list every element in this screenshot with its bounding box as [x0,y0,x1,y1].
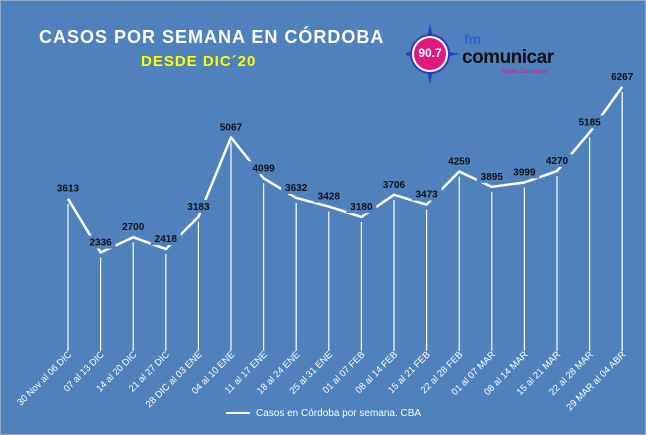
data-label: 4270 [542,154,572,168]
x-tick-label: 30 Nov al 06 DIC [15,349,74,408]
svg-text:3895: 3895 [481,172,504,183]
svg-text:4099: 4099 [252,163,275,174]
data-label: 3706 [379,177,409,191]
logo-name-text: comunicar [462,47,554,68]
svg-text:5185: 5185 [578,117,601,128]
legend-label: Casos en Córdoba por semana. CBA [256,407,422,419]
data-label: 5067 [216,120,246,134]
svg-text:4259: 4259 [448,157,471,168]
chart-subtitle: DESDE DIC´20 [141,53,257,70]
data-label: 3999 [509,165,540,179]
svg-text:3473: 3473 [415,190,438,201]
data-label: 2336 [85,235,116,249]
svg-text:3180: 3180 [350,202,373,213]
compass-logo-icon [406,23,460,85]
series-line [66,86,624,254]
svg-text:3706: 3706 [383,180,406,191]
data-label: 3632 [281,180,312,194]
svg-text:3613: 3613 [57,184,80,195]
svg-text:3428: 3428 [318,192,341,203]
data-label: 3895 [476,169,507,183]
x-tick-label: 28 DIC al 03 ENE [144,349,205,410]
data-label: 3180 [346,199,377,213]
svg-text:5067: 5067 [220,122,243,133]
data-label: 2700 [118,220,149,234]
data-label: 4099 [248,161,279,175]
data-label: 3613 [53,181,83,195]
logo-fm-text: fm [464,31,482,47]
data-label: 3428 [313,189,344,203]
svg-text:3999: 3999 [513,167,536,178]
station-logo: 90.7 fm comunicar Radio Comunicar [406,23,576,85]
x-tick-label: 29 MAR al 04 ABR [565,349,629,413]
svg-text:2336: 2336 [89,238,112,249]
chart-legend: Casos en Córdoba por semana. CBA [226,405,421,421]
data-label: 6267 [607,69,638,83]
svg-text:6267: 6267 [611,72,634,83]
logo-frequency: 90.7 [418,46,442,60]
data-label: 3473 [411,187,442,201]
data-label: 4259 [444,154,475,168]
logo-tagline: Radio Comunicar [502,69,549,75]
svg-text:2418: 2418 [155,234,178,245]
chart-title: CASOS POR SEMANA EN CÓRDOBA [39,27,385,47]
data-label: 2418 [150,232,181,246]
legend-swatch [226,412,250,414]
svg-text:4270: 4270 [546,156,569,167]
data-label: 3183 [183,199,214,213]
svg-text:3183: 3183 [187,202,210,213]
svg-text:2700: 2700 [122,222,145,233]
svg-text:3632: 3632 [285,183,308,194]
data-label: 5185 [574,115,605,129]
